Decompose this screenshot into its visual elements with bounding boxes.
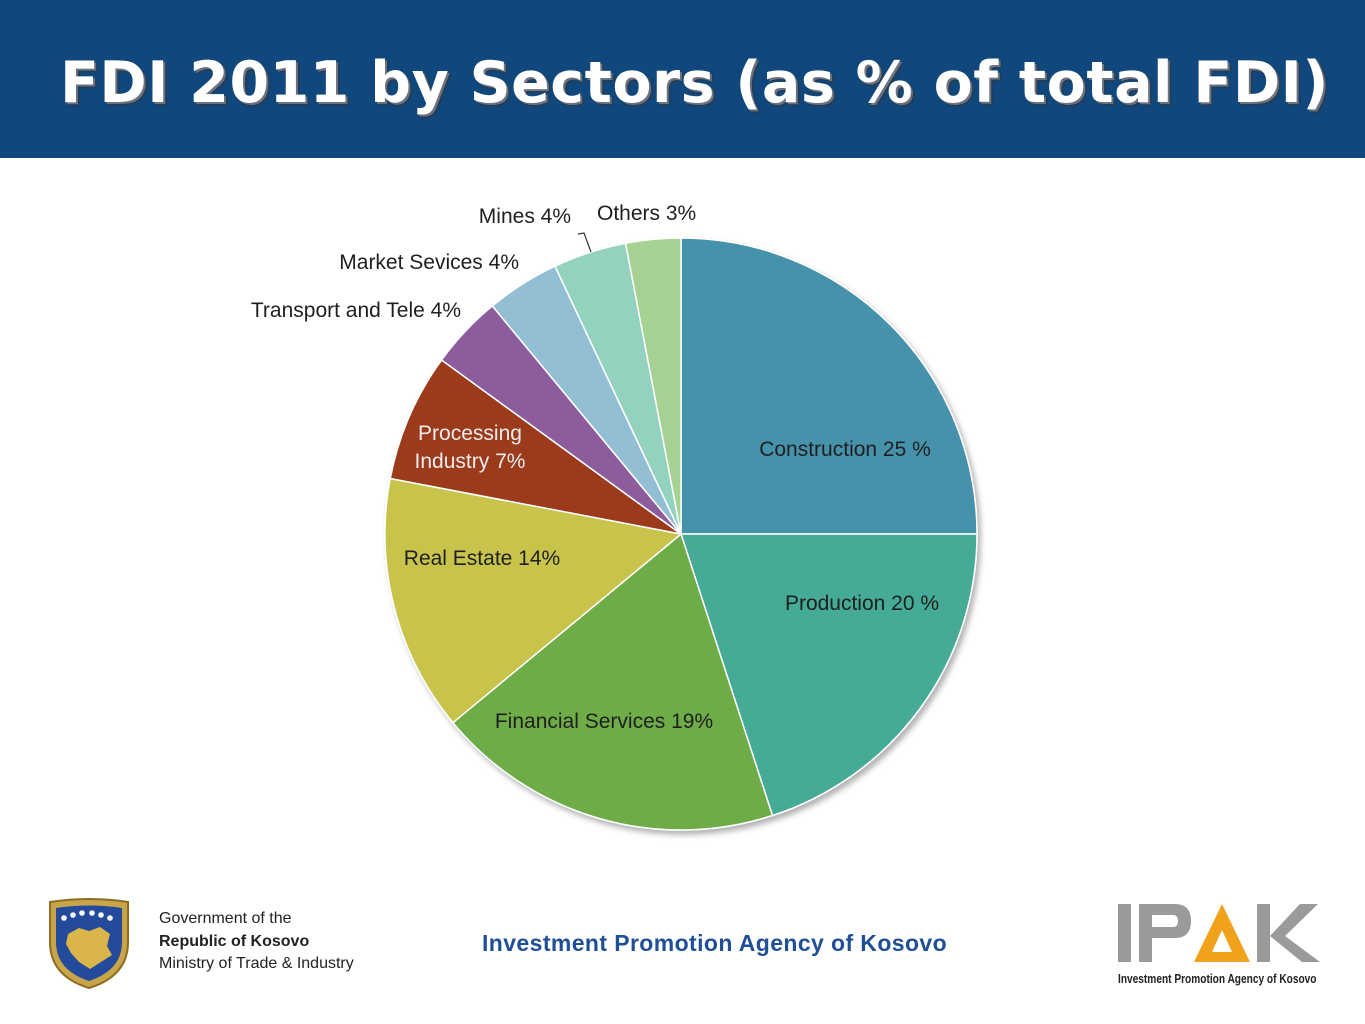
- pie-slice-real-estate: [384, 477, 683, 724]
- pie-slices: [384, 237, 978, 831]
- pie-label-transport-and-tele: Transport and Tele 4%: [251, 299, 461, 322]
- title-bar: FDI 2011 by Sectors (as % of total FDI): [0, 0, 1365, 158]
- mines-leader-line: [577, 232, 592, 253]
- pie-label-market-sevices: Market Sevices 4%: [339, 251, 519, 274]
- ipak-logo: Investment Promotion Agency of Kosovo: [1115, 900, 1327, 995]
- pie-slice-construction: [680, 237, 978, 535]
- ipak-letters-icon: [1118, 904, 1320, 962]
- pie-label-construction: Construction 25 %: [759, 438, 931, 461]
- ipak-subtitle: Investment Promotion Agency of Kosovo: [1118, 971, 1317, 986]
- gov-line-3: Ministry of Trade & Industry: [159, 955, 354, 972]
- slide-title: FDI 2011 by Sectors (as % of total FDI): [60, 50, 1329, 116]
- pie-label-processing-industry: Processing Industry 7%: [415, 422, 526, 473]
- pie-label-mines: Mines 4%: [479, 205, 571, 228]
- pie-slice-financial-services: [451, 532, 774, 831]
- agency-name: Investment Promotion Agency of Kosovo: [482, 930, 948, 956]
- pie-label-others: Others 3%: [597, 202, 696, 225]
- gov-line-1: Government of the: [159, 910, 292, 927]
- pie-slice-production: [679, 533, 978, 817]
- pie-chart: Construction 25 % Production 20 % Financia…: [251, 202, 978, 831]
- government-text: Government of the Republic of Kosovo Min…: [159, 908, 354, 976]
- kosovo-coat-of-arms-icon: [49, 898, 129, 990]
- gov-line-2: Republic of Kosovo: [159, 932, 310, 950]
- pie-slice-processing-industry: [389, 358, 682, 535]
- pie-label-financial-services: Financial Services 19%: [495, 710, 713, 733]
- pie-label-production: Production 20 %: [785, 592, 939, 615]
- pie-labels: Construction 25 % Production 20 % Financia…: [251, 202, 939, 733]
- pie-slice-others: [624, 237, 682, 535]
- pie-label-real-estate: Real Estate 14%: [404, 547, 560, 570]
